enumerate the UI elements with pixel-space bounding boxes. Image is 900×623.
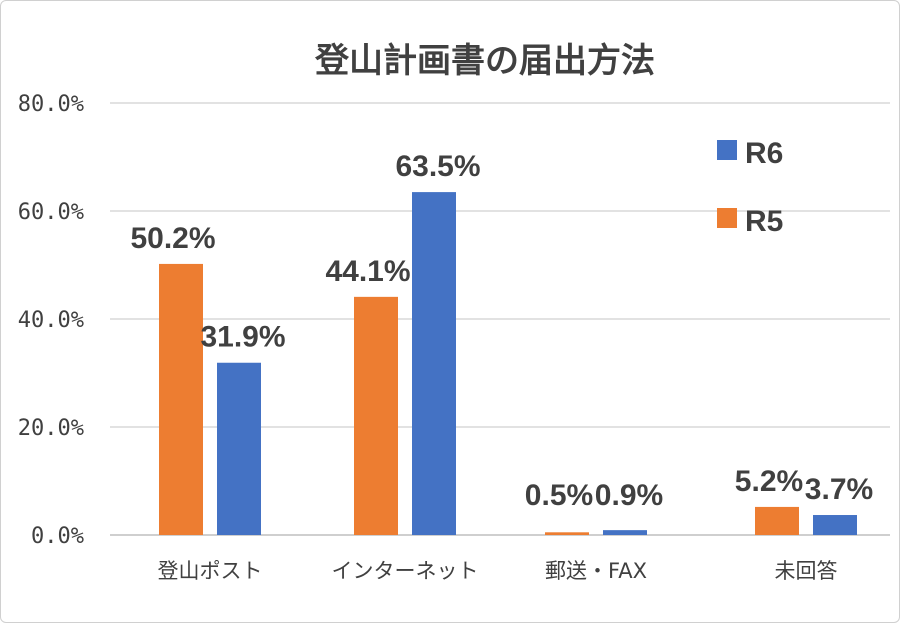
x-tick-label: 未回答: [775, 559, 838, 583]
y-tick-label: 20.0%: [18, 416, 84, 441]
y-tick-label: 0.0%: [31, 524, 84, 549]
legend-label-r6: R6: [745, 137, 783, 170]
y-tick-label: 60.0%: [18, 200, 84, 225]
x-tick-label: 郵送・FAX: [545, 559, 647, 583]
data-label: 31.9%: [200, 321, 285, 354]
bar-r6: [412, 192, 456, 535]
data-label: 5.2%: [735, 465, 803, 498]
bar-r6: [603, 530, 647, 535]
bar-r5: [354, 296, 398, 535]
chart-title: 登山計画書の届出方法: [314, 41, 655, 81]
bar-r6: [217, 362, 261, 535]
bar-r5: [545, 532, 589, 535]
x-tick-label: インターネット: [332, 559, 479, 583]
y-tick-label: 80.0%: [18, 92, 84, 117]
y-tick-label: 40.0%: [18, 308, 84, 333]
bar-r5: [755, 506, 799, 535]
data-label: 44.1%: [325, 255, 410, 288]
data-label: 50.2%: [130, 222, 215, 255]
data-label: 0.5%: [525, 479, 593, 512]
bar-r6: [813, 515, 857, 535]
data-label: 0.9%: [595, 479, 663, 512]
x-tick-label: 登山ポスト: [158, 559, 263, 583]
data-label: 3.7%: [805, 473, 873, 506]
bar-r5: [159, 263, 203, 535]
legend-swatch-r5: [717, 208, 737, 228]
legend-label-r5: R5: [745, 205, 783, 238]
legend-swatch-r6: [717, 140, 737, 160]
data-label: 63.5%: [395, 150, 480, 183]
